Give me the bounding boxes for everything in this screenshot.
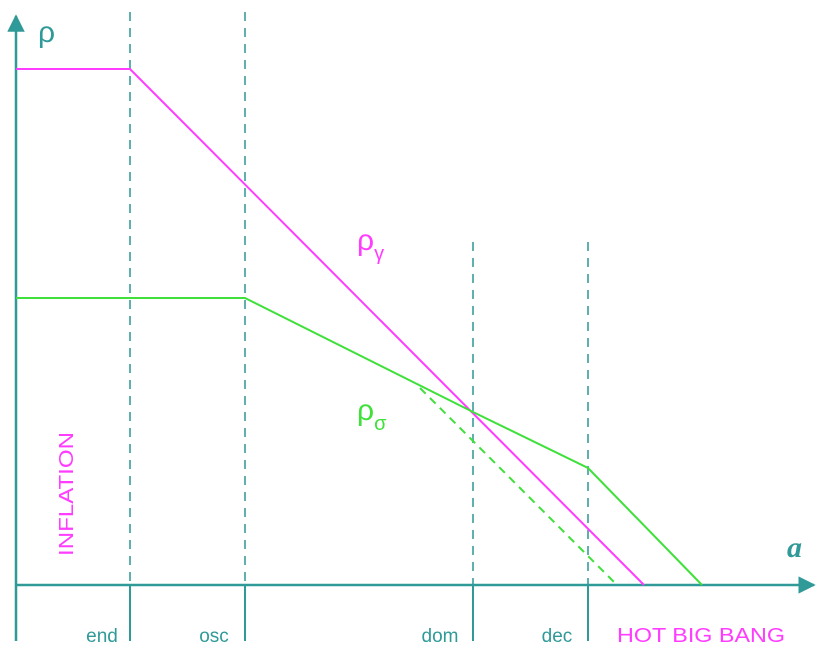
end-label: end <box>86 626 118 647</box>
rho-sigma-label: ρσ <box>357 394 387 435</box>
x-axis-label: a <box>787 531 802 564</box>
rho-gamma-line <box>16 68 645 586</box>
hot-big-bang-label: HOT BIG BANG <box>617 625 785 647</box>
osc-label: osc <box>199 626 229 647</box>
rho-gamma-label: ργ <box>357 224 384 265</box>
dec-label: dec <box>542 626 573 647</box>
y-axis-label: ρ <box>38 16 55 49</box>
rho-sigma-dashed-line <box>419 387 618 586</box>
inflation-label: INFLATION <box>56 432 78 556</box>
dom-label: dom <box>422 626 459 647</box>
rho-sigma-line <box>16 297 703 586</box>
